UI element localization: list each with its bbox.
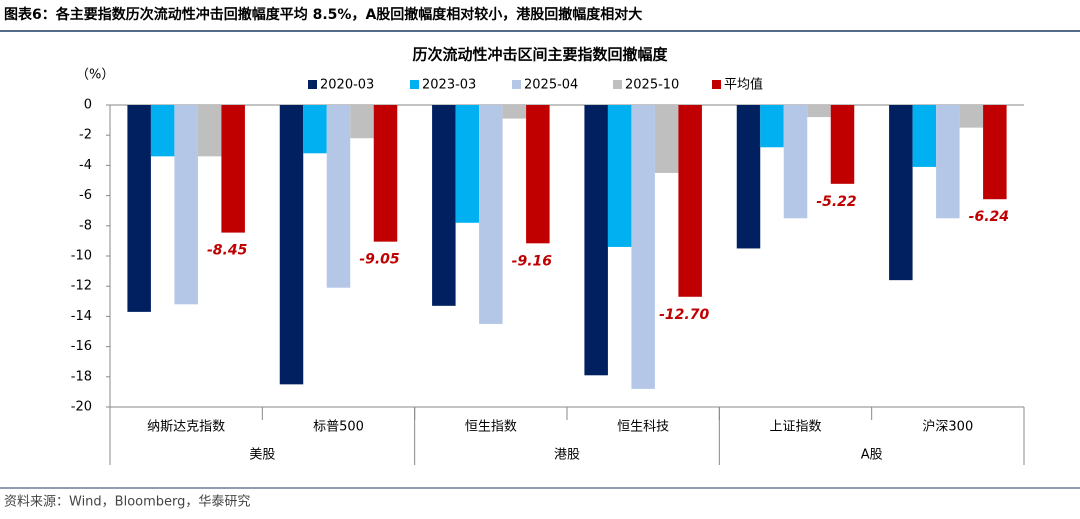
legend-label: 平均值 [724,77,763,93]
bar [303,105,327,154]
bar [678,105,702,297]
bar [912,105,937,167]
chart-title: 历次流动性冲击区间主要指数回撤幅度 [412,46,668,64]
bar [584,105,608,376]
y-tick-label: -2 [79,128,92,143]
y-tick-label: -8 [79,218,92,233]
bar [607,105,632,247]
bar [983,105,1007,200]
legend-label: 2025-10 [625,78,679,93]
group-label: 港股 [554,448,580,463]
legend-swatch [410,80,419,89]
bar [526,105,550,244]
bar [150,105,175,157]
legend-swatch [308,80,317,89]
group-label: A股 [861,448,883,463]
y-tick-label: -14 [71,309,92,324]
x-tick-label: 上证指数 [769,420,821,435]
bar [830,105,855,184]
bar [326,105,351,288]
x-tick-label: 沪深300 [922,419,973,435]
legend-label: 2023-03 [422,78,476,93]
y-tick-label: -4 [79,158,92,173]
bar [221,105,245,233]
bar [373,105,398,242]
value-label: -9.16 [512,253,553,269]
value-label: -6.24 [969,209,1009,225]
value-label: -5.22 [816,194,856,210]
bar [807,105,831,118]
x-tick-label: 标普500 [313,420,364,435]
bar [350,105,374,139]
bar [127,105,151,312]
y-tick-label: 0 [84,98,92,113]
x-tick-label: 恒生科技 [617,420,669,435]
bar [502,105,527,119]
page-title: 图表6：各主要指数历次流动性冲击回撤幅度平均 8.5%，A股回撤幅度相对较小，港… [4,6,642,23]
legend-label: 2020-03 [320,78,374,93]
x-tick-label: 纳斯达克指数 [147,420,225,435]
bar [760,105,784,148]
bar [654,105,679,173]
y-tick-label: -18 [71,369,92,384]
bar [736,105,761,249]
x-tick-label: 恒生指数 [465,420,517,435]
value-label: -8.45 [207,243,248,259]
bar [479,105,503,324]
legend-label: 2025-04 [524,78,578,93]
legend-swatch [512,80,521,89]
legend-swatch [613,80,622,89]
bar [432,105,456,306]
source: 资料来源：Wind，Bloomberg，华泰研究 [4,495,250,510]
y-tick-label: -16 [71,339,92,354]
bar [959,105,984,128]
legend-swatch [712,80,721,89]
bar [889,105,913,281]
bar [197,105,222,157]
y-tick-label: -12 [71,279,92,294]
y-tick-label: -20 [71,400,92,415]
value-label: -12.70 [659,307,709,323]
bar [174,105,198,305]
value-label: -9.05 [359,252,400,268]
y-tick-label: -10 [71,249,92,264]
bar [631,105,655,389]
bar [455,105,480,223]
group-label: 美股 [249,448,275,463]
y-axis-label: （%） [76,68,114,83]
bar [279,105,304,385]
bar [783,105,808,219]
bar [936,105,960,219]
y-tick-label: -6 [79,188,92,203]
